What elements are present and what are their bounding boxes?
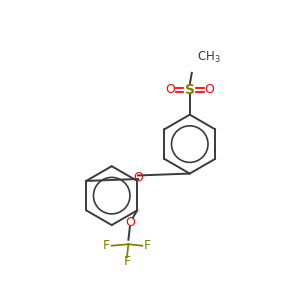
Text: CH$_3$: CH$_3$ xyxy=(196,50,220,65)
Text: O: O xyxy=(166,83,176,96)
Text: F: F xyxy=(103,239,110,252)
Text: F: F xyxy=(123,255,130,268)
Text: O: O xyxy=(133,171,143,184)
Text: S: S xyxy=(185,82,195,97)
Text: F: F xyxy=(144,239,151,252)
Text: O: O xyxy=(204,83,214,96)
Text: O: O xyxy=(125,216,135,229)
